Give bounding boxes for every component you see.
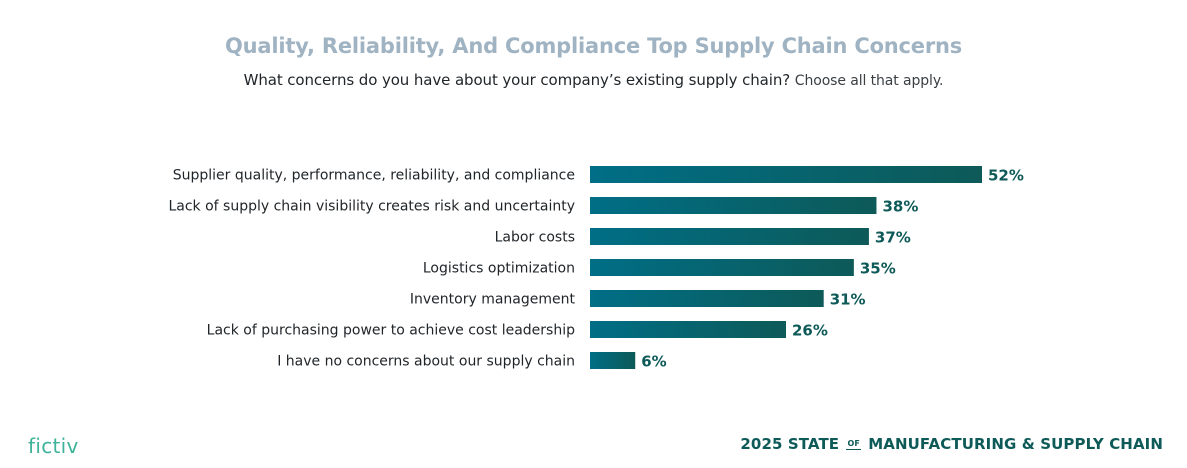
- category-label: I have no concerns about our supply chai…: [277, 354, 575, 370]
- category-label: Lack of supply chain visibility creates …: [168, 199, 575, 215]
- value-label: 37%: [875, 229, 911, 247]
- bar: [590, 166, 982, 183]
- survey-note: Choose all that apply.: [794, 73, 944, 89]
- bar: [590, 352, 636, 369]
- fictiv-logo: fictiv: [28, 434, 79, 458]
- category-label: Lack of purchasing power to achieve cost…: [207, 323, 575, 339]
- bar-series: Supplier quality, performance, reliabili…: [168, 166, 1024, 371]
- report-prefix: 2025 STATE: [740, 435, 840, 453]
- bar: [590, 259, 854, 276]
- value-label: 38%: [882, 198, 918, 216]
- report-of: OF: [846, 439, 861, 450]
- report-footer: 2025 STATE OF MANUFACTURING & SUPPLY CHA…: [740, 435, 1163, 453]
- bar: [590, 228, 869, 245]
- bar: [590, 290, 824, 307]
- bar: [590, 321, 786, 338]
- bar: [590, 197, 877, 214]
- chart-title: Quality, Reliability, And Compliance Top…: [224, 34, 963, 58]
- value-label: 31%: [830, 291, 866, 309]
- value-label: 52%: [988, 167, 1024, 185]
- category-label: Supplier quality, performance, reliabili…: [173, 168, 575, 184]
- bar-chart: Supplier quality, performance, reliabili…: [168, 166, 1024, 371]
- value-label: 26%: [792, 322, 828, 340]
- report-suffix: MANUFACTURING & SUPPLY CHAIN: [868, 435, 1163, 453]
- value-label: 6%: [641, 353, 666, 371]
- survey-question: What concerns do you have about your com…: [243, 71, 791, 89]
- value-label: 35%: [860, 260, 896, 278]
- category-label: Inventory management: [410, 292, 576, 308]
- category-label: Logistics optimization: [423, 261, 575, 277]
- category-label: Labor costs: [495, 230, 575, 246]
- chart-subtitle: What concerns do you have about your com…: [0, 71, 1187, 89]
